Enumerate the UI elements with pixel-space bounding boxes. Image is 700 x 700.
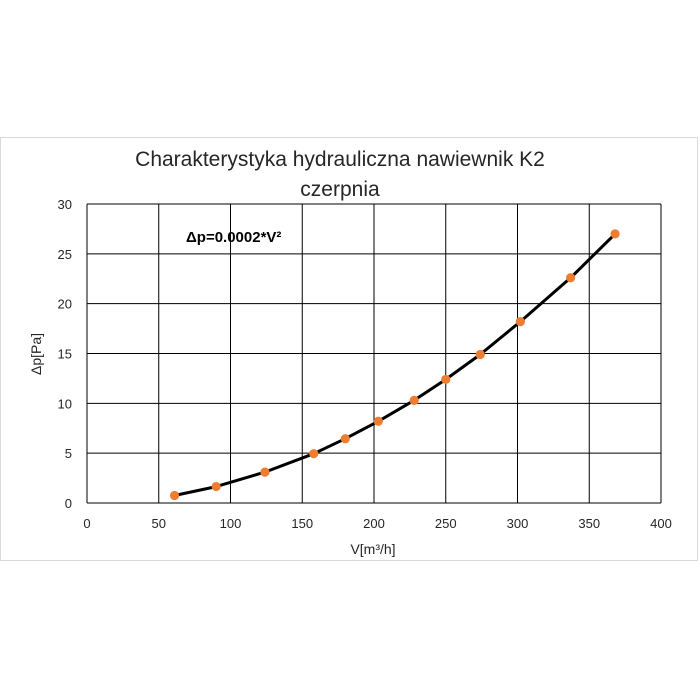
y-tick-label: 25 [58,247,72,262]
x-tick-label: 50 [152,516,166,531]
y-tick-label: 0 [65,496,72,511]
data-point [441,374,451,385]
data-point [309,449,319,459]
y-tick-label: 15 [58,347,72,362]
grid [86,203,662,504]
series-line [173,232,617,497]
data-point [260,467,270,477]
data-point [340,434,350,444]
data-point [565,273,576,283]
formula-annotation: Δp=0.0002*V² [186,229,281,246]
data-point [475,349,485,360]
y-tick-label: 20 [58,297,72,312]
y-tick-label: 30 [58,197,72,212]
x-tick-label: 400 [650,516,672,531]
data-point [610,229,620,239]
x-tick-label: 200 [363,516,385,531]
x-axis-label: V[m³/h] [350,541,395,557]
series-plot [169,229,620,501]
x-tick-label: 250 [435,516,457,531]
chart-subtitle: czerpnia [300,178,380,201]
x-tick-label: 100 [220,516,242,531]
y-tick-label: 5 [65,446,72,461]
data-point [169,490,180,501]
x-tick-label: 0 [83,516,90,531]
x-tick-label: 300 [507,516,529,531]
chart-title: Charakterystyka hydrauliczna nawiewnik K… [135,148,545,171]
x-tick-label: 350 [578,516,600,531]
data-point [409,395,419,405]
data-point [211,481,221,492]
data-point [515,317,525,327]
y-tick-label: 10 [58,396,72,411]
data-point [373,416,383,426]
chart-frame [0,137,698,561]
y-axis-label: Δp[Pa] [28,333,44,375]
tick-labels: 0 50 100 150 200 250 300 350 400 0 5 10 15 20 25 30 [58,197,672,531]
x-tick-label: 150 [291,516,313,531]
